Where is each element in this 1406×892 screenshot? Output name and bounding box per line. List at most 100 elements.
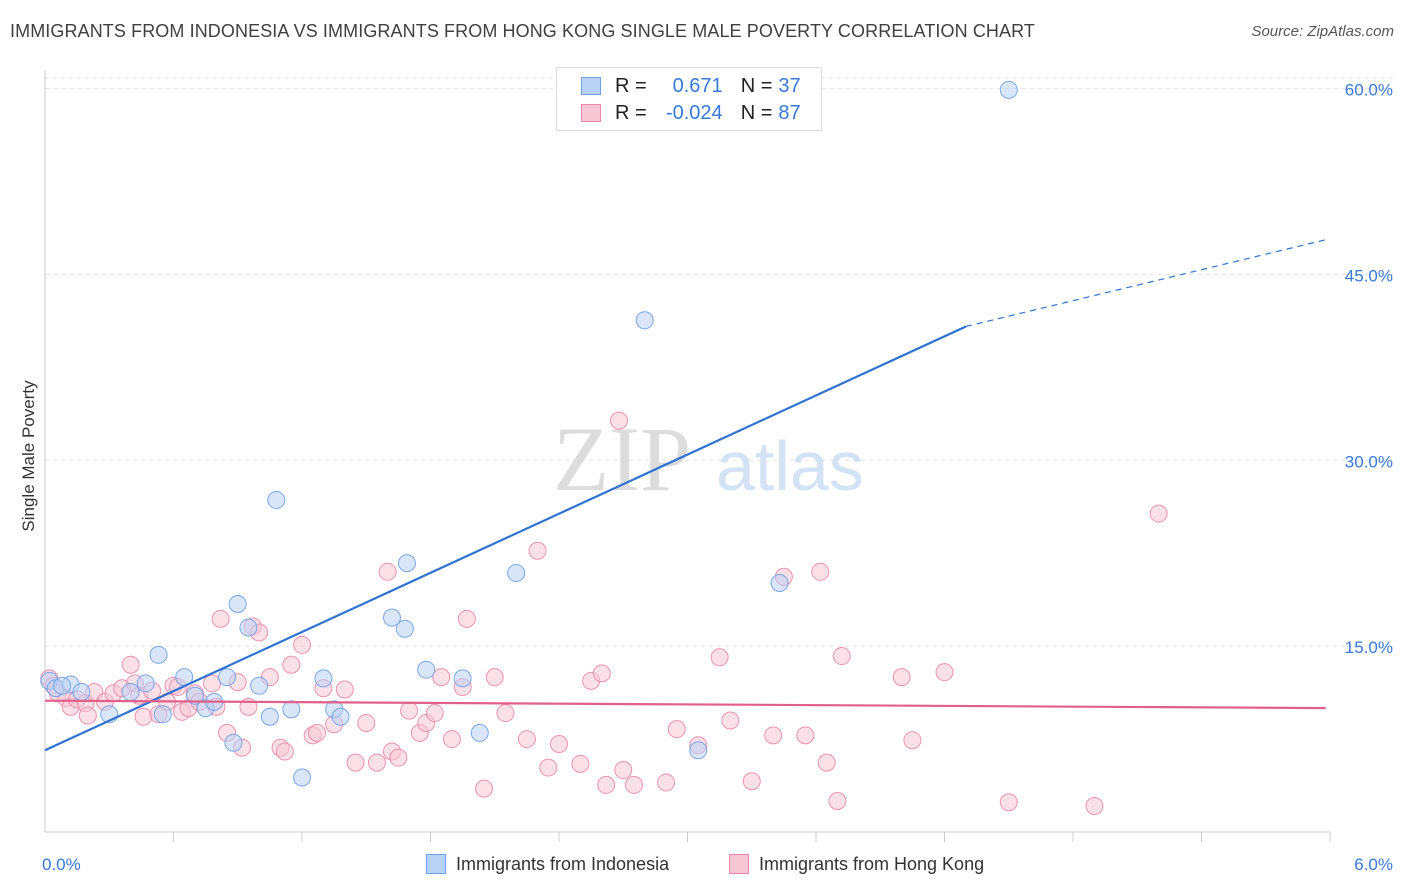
- data-point: [470, 723, 489, 742]
- series-swatch-indonesia: [426, 854, 446, 874]
- data-point: [832, 647, 851, 666]
- data-point: [539, 758, 558, 777]
- data-point: [211, 609, 230, 628]
- data-point: [999, 793, 1018, 812]
- legend-n-value-indonesia: 37: [778, 74, 801, 97]
- series-legend-label-indonesia: Immigrants from Indonesia: [456, 853, 670, 874]
- data-point: [892, 668, 911, 687]
- legend-row-indonesia: R = 0.671 N = 37: [581, 74, 801, 98]
- y-tick-label: 45.0%: [1345, 266, 1393, 285]
- data-point: [485, 668, 504, 687]
- legend-n-label: N =: [740, 74, 773, 97]
- data-point: [149, 645, 168, 664]
- data-point: [903, 731, 922, 750]
- data-point: [657, 773, 676, 792]
- data-point: [228, 595, 247, 614]
- data-point: [425, 704, 444, 723]
- data-point: [218, 668, 237, 687]
- y-tick-label: 60.0%: [1345, 81, 1393, 100]
- trend-line-extension: [965, 239, 1326, 328]
- watermark-atlas: atlas: [716, 427, 864, 505]
- legend-swatch-hongkong: [581, 104, 601, 122]
- chart-title: IMMIGRANTS FROM INDONESIA VS IMMIGRANTS …: [10, 21, 1035, 41]
- legend-r-value-hongkong: -0.024: [665, 101, 723, 124]
- trend-line: [44, 699, 1326, 710]
- data-point: [293, 768, 311, 787]
- data-point: [153, 705, 172, 724]
- series-legend-label-hongkong: Immigrants from Hong Kong: [759, 853, 985, 874]
- data-point: [710, 648, 729, 667]
- data-point: [389, 748, 408, 767]
- legend-r-label: R =: [615, 74, 647, 97]
- data-point: [397, 554, 416, 573]
- data-point: [592, 664, 611, 683]
- data-point: [282, 700, 301, 719]
- data-point: [453, 669, 472, 688]
- data-point: [417, 660, 436, 679]
- data-point: [457, 609, 476, 628]
- data-point: [382, 608, 401, 627]
- data-point: [571, 754, 590, 773]
- x-tick-label-max: 6.0%: [1354, 855, 1393, 874]
- data-point: [400, 701, 419, 720]
- data-point: [307, 723, 326, 742]
- data-point: [314, 669, 333, 688]
- legend-row-hongkong: R = -0.024 N = 87: [581, 101, 801, 125]
- data-point: [395, 619, 414, 638]
- data-point: [136, 674, 155, 693]
- y-tick-label: 15.0%: [1345, 638, 1393, 657]
- data-point: [770, 573, 789, 592]
- data-point: [935, 663, 954, 682]
- y-tick-label: 30.0%: [1345, 452, 1393, 471]
- data-point: [267, 490, 286, 509]
- legend-r-value-indonesia: 0.671: [672, 74, 723, 97]
- data-point: [609, 411, 628, 430]
- data-point: [528, 541, 547, 560]
- data-point: [817, 753, 836, 772]
- data-point: [597, 775, 616, 794]
- legend-n-value-hongkong: 87: [778, 101, 801, 124]
- data-point: [378, 562, 397, 581]
- data-point: [614, 761, 633, 780]
- correlation-legend: R = 0.671 N = 37 R = -0.024 N = 87: [556, 67, 822, 131]
- data-point: [357, 713, 376, 732]
- legend-r-label: R =: [615, 101, 647, 124]
- data-point: [121, 655, 140, 674]
- data-point: [442, 730, 461, 749]
- data-point: [346, 753, 365, 772]
- data-point: [999, 80, 1018, 99]
- data-point: [224, 733, 243, 752]
- data-point: [1149, 504, 1168, 523]
- data-point: [550, 735, 568, 754]
- data-point: [721, 711, 740, 730]
- data-point: [203, 674, 222, 693]
- data-point: [811, 562, 830, 581]
- x-ticks: [173, 832, 1331, 842]
- data-point: [53, 676, 72, 695]
- data-point: [764, 726, 783, 745]
- data-point: [475, 779, 494, 798]
- legend-swatch-indonesia: [581, 77, 601, 95]
- data-point: [185, 686, 204, 705]
- series-legend-indonesia: Immigrants from Indonesia: [426, 852, 669, 876]
- source-note: Source: ZipAtlas.com: [1251, 23, 1394, 40]
- data-point: [742, 772, 761, 791]
- data-point: [134, 707, 153, 726]
- data-point: [1085, 796, 1104, 815]
- data-point: [496, 704, 515, 723]
- data-point: [331, 707, 350, 726]
- grid-lines: [45, 77, 1393, 647]
- data-point: [239, 618, 258, 637]
- y-tick-labels: 15.0% 30.0% 45.0% 60.0%: [1345, 81, 1393, 658]
- data-point: [517, 730, 536, 749]
- data-point: [507, 564, 526, 583]
- series-swatch-hongkong: [729, 854, 749, 874]
- data-point: [667, 720, 686, 739]
- data-point: [72, 682, 91, 701]
- data-point: [828, 792, 847, 811]
- x-tick-label-min: 0.0%: [42, 855, 81, 874]
- data-point: [282, 655, 301, 674]
- data-point: [260, 707, 279, 726]
- data-point: [432, 668, 451, 687]
